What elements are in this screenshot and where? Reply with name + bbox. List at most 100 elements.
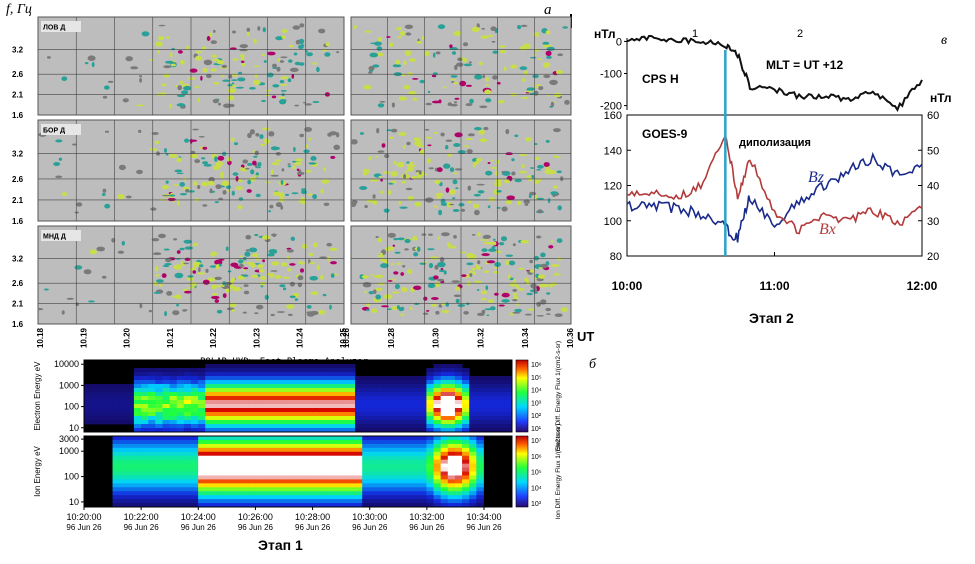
emission-blob [468, 270, 473, 274]
flux-cell [112, 499, 121, 504]
flux-cell [212, 364, 220, 369]
emission-blob [198, 136, 205, 138]
emission-blob [477, 190, 485, 194]
flux-cell [412, 487, 420, 492]
electron-colorbar-label: Electron Diff. Energy Flux 1/(cm2-s-sr) [555, 341, 562, 451]
emission-blob [546, 46, 555, 51]
emission-blob [296, 168, 300, 172]
flux-cell [476, 436, 484, 441]
flux-cell [340, 404, 349, 409]
flux-cell [476, 404, 484, 409]
electron-colorbar-tick-label: 10⁶ [531, 362, 542, 369]
flux-cell [240, 451, 249, 457]
flux-cell [412, 459, 420, 465]
emission-blob [458, 202, 465, 207]
flux-cell [255, 364, 263, 369]
x-date-label: 96 Jun 26 [295, 523, 331, 532]
flux-cell [255, 376, 263, 381]
emission-blob [427, 248, 435, 251]
emission-blob [246, 27, 251, 32]
emission-blob [550, 264, 560, 267]
emission-blob [534, 143, 538, 145]
flux-cell [319, 396, 327, 401]
emission-blob [380, 190, 384, 194]
emission-core [252, 79, 261, 86]
flux-cell [333, 455, 342, 461]
emission-blob [511, 158, 515, 162]
emission-blob [290, 236, 295, 241]
flux-cell [162, 396, 170, 401]
flux-cell [454, 439, 463, 445]
flux-cell [469, 503, 477, 508]
flux-cell [198, 479, 206, 484]
flux-cell [312, 479, 320, 484]
flux-cell [490, 396, 499, 401]
emission-core [252, 160, 257, 166]
emission-blob [279, 197, 285, 202]
flux-cell [226, 455, 235, 461]
flux-cell [198, 471, 206, 476]
flux-cell [376, 471, 384, 476]
flux-cell [119, 459, 128, 465]
flux-cell [319, 503, 327, 508]
flux-cell [283, 412, 292, 417]
flux-cell [141, 428, 149, 433]
flux-cell [305, 416, 313, 421]
flux-cell [447, 439, 456, 445]
flux-cell [233, 451, 242, 457]
flux-cell [412, 451, 420, 457]
flux-cell [233, 487, 242, 492]
emission-blob [43, 288, 49, 291]
emission-core [251, 274, 259, 279]
emission-core [283, 287, 287, 291]
flux-cell [355, 475, 363, 480]
ion-colorbar-tick-label: 10⁵ [531, 470, 542, 477]
emission-blob [330, 273, 335, 278]
emission-core [226, 157, 231, 162]
flux-cell [347, 368, 356, 373]
emission-blob [253, 38, 257, 44]
flux-cell [133, 487, 142, 492]
flux-cell [305, 384, 313, 389]
emission-blob [368, 291, 375, 295]
emission-blob [372, 194, 376, 199]
flux-cell [219, 479, 228, 484]
flux-cell [91, 404, 99, 409]
flux-cell [98, 400, 106, 405]
flux-cell [212, 396, 220, 401]
flux-cell [283, 420, 292, 425]
emission-core [240, 167, 244, 172]
emission-blob [312, 194, 317, 200]
flux-cell [397, 499, 406, 504]
flux-cell [269, 499, 277, 504]
flux-cell [333, 412, 342, 417]
flux-cell [433, 420, 442, 425]
flux-cell [298, 412, 306, 417]
flux-cell [212, 424, 220, 429]
panel-b-letter: б [589, 357, 597, 372]
flux-cell [162, 372, 170, 377]
flux-cell [476, 424, 484, 429]
flux-cell [276, 404, 285, 409]
emission-blob [192, 128, 200, 131]
emission-core [247, 162, 253, 166]
flux-cell [162, 436, 170, 441]
flux-cell [169, 436, 178, 441]
flux-cell [333, 503, 342, 508]
flux-cell [276, 396, 285, 401]
flux-cell [198, 368, 206, 373]
flux-cell [269, 404, 277, 409]
emission-blob [501, 299, 510, 303]
flux-cell [504, 416, 513, 421]
flux-cell [191, 368, 199, 373]
emission-blob [391, 102, 395, 108]
emission-blob [270, 146, 279, 151]
panel-c: в нТл нТл 1 2 CPS H MLT = UT +12 GOES-9 … [594, 27, 951, 326]
flux-cell [205, 499, 213, 504]
ion-colorbar-tick-label: 10⁶ [531, 454, 542, 461]
flux-cell [376, 443, 384, 449]
electron-colorbar [515, 359, 529, 433]
flux-cell [162, 447, 170, 453]
flux-cell [347, 404, 356, 409]
flux-cell [454, 447, 463, 453]
